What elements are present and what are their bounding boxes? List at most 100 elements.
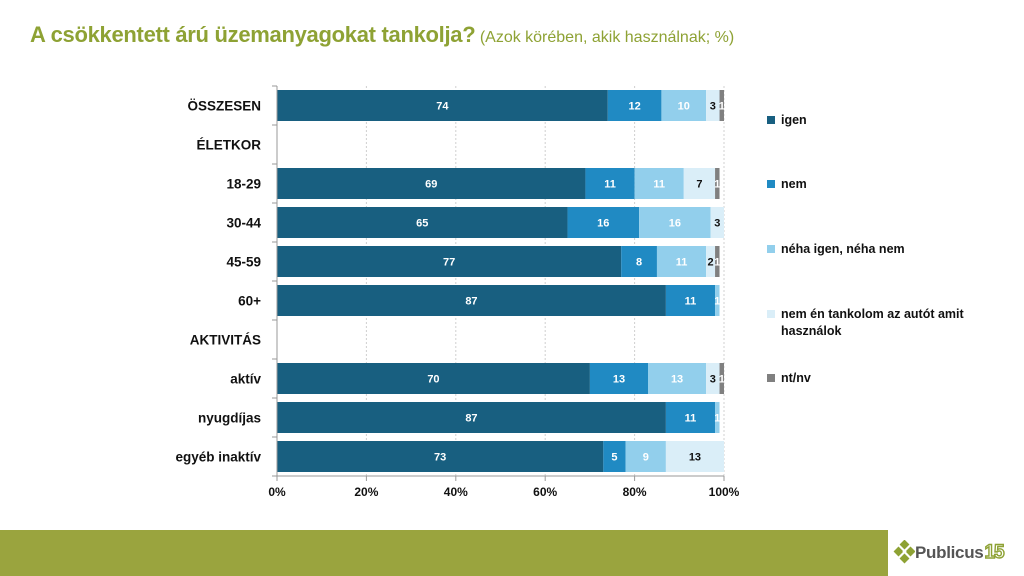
data-label: 11 (685, 296, 697, 308)
bar-segment (607, 90, 662, 121)
data-label: 16 (669, 218, 681, 230)
legend-label: néha igen, néha nem (781, 242, 905, 256)
legend-swatch-nem-en-tankolom (767, 310, 775, 318)
bar-segment (621, 246, 657, 277)
bar-segment (589, 363, 649, 394)
data-label: 11 (604, 179, 616, 191)
diamond-logo-icon (893, 540, 915, 564)
data-label: 7 (696, 179, 702, 191)
x-tick-label: 40% (444, 485, 468, 499)
bar-segment (656, 246, 707, 277)
category-label: 30-44 (226, 216, 261, 231)
category-label: 60+ (238, 294, 261, 309)
bar-segment (683, 168, 716, 199)
legend-label: nt/nv (781, 371, 811, 385)
bar-segment (603, 441, 626, 472)
data-label: 1 (714, 296, 720, 308)
footer-bar (0, 530, 888, 576)
bar-segment (648, 363, 707, 394)
x-tick-label: 80% (623, 485, 647, 499)
bar-segment (277, 90, 608, 121)
bar-segment (634, 168, 684, 199)
legend-swatch-igen (767, 116, 775, 124)
chart-title: A csökkentett árú üzemanyagokat tankolja… (30, 22, 734, 48)
data-label: 13 (613, 374, 625, 386)
legend-item-nem: nem (767, 176, 1007, 193)
category-labels: ÖSSZESEN ÉLETKOR 18-29 30-44 45-59 60+ AKTIVIT… (175, 99, 261, 465)
data-label: 10 (678, 101, 690, 113)
data-label: 1 (714, 413, 720, 425)
data-label: 87 (465, 413, 477, 425)
publicus-logo: Publicus 15 (893, 538, 1006, 568)
data-label: 74 (436, 101, 449, 113)
data-label: 5 (611, 452, 617, 464)
bar-segment (706, 90, 720, 121)
data-label: 70 (427, 374, 439, 386)
legend-item-neha: néha igen, néha nem (767, 241, 1007, 258)
x-tick-label: 60% (533, 485, 557, 499)
data-label: 87 (465, 296, 477, 308)
bar-segment (706, 363, 720, 394)
bar-segment (665, 441, 724, 472)
bar-segment (277, 246, 622, 277)
data-label: 8 (636, 257, 642, 269)
bar-segment (719, 363, 724, 394)
category-label: ÉLETKOR (196, 138, 261, 153)
category-label: 45-59 (226, 255, 261, 270)
bar-segment (661, 90, 707, 121)
data-label: 73 (434, 452, 446, 464)
legend-swatch-neha (767, 245, 775, 253)
x-tick-label: 100% (709, 485, 740, 499)
data-label: 1 (719, 101, 725, 113)
bar-segment (706, 246, 716, 277)
legend-swatch-nem (767, 180, 775, 188)
data-label: 3 (710, 101, 716, 113)
bar-segment (710, 207, 724, 238)
legend-label: nem (781, 177, 807, 191)
legend-item-nem-en-tankolom: nem én tankolom az autót amit használok (767, 306, 1007, 340)
bar-segment (719, 90, 724, 121)
data-label: 1 (714, 179, 720, 191)
bar-segment (277, 285, 666, 316)
chart-title-main: A csökkentett árú üzemanyagokat tankolja… (30, 22, 476, 47)
data-label: 3 (710, 374, 716, 386)
category-label: egyéb inaktív (175, 450, 261, 465)
bar-segment (665, 285, 716, 316)
data-label: 13 (689, 452, 701, 464)
bar-segment (277, 363, 590, 394)
axes (272, 85, 725, 481)
bar-segment (277, 402, 666, 433)
category-label: aktív (230, 372, 261, 387)
data-label: 77 (443, 257, 455, 269)
bar-segment (277, 168, 586, 199)
bar-segment (665, 402, 716, 433)
category-label: ÖSSZESEN (187, 99, 261, 114)
bar-segment (567, 207, 640, 238)
category-label: 18-29 (226, 177, 261, 192)
bar-segment (585, 168, 635, 199)
legend-label: nem én tankolom az autót amit használok (781, 307, 964, 338)
data-label: 2 (708, 257, 714, 269)
bar-segment (277, 441, 604, 472)
bar-segment (715, 402, 720, 433)
legend-item-nt-nv: nt/nv (767, 370, 1007, 387)
bar-segment (625, 441, 666, 472)
category-label: AKTIVITÁS (190, 333, 261, 348)
x-tick-label: 0% (268, 485, 286, 499)
data-label: 65 (416, 218, 428, 230)
chart-title-subtitle: (Azok körében, akik használnak; %) (479, 29, 735, 46)
bar-segment (715, 246, 720, 277)
legend-swatch-nt-nv (767, 374, 775, 382)
legend-item-igen: igen (767, 112, 1007, 129)
data-label: 69 (425, 179, 437, 191)
data-label: 12 (628, 101, 640, 113)
bar-segment (277, 207, 568, 238)
data-label: 9 (643, 452, 649, 464)
tick-labels: 0% 20% 40% 60% 80% 100% (268, 485, 739, 499)
data-label: 11 (685, 413, 697, 425)
category-label: nyugdíjas (198, 411, 261, 426)
x-tick-label: 20% (354, 485, 378, 499)
data-label: 3 (714, 218, 720, 230)
logo-number: 15 (984, 541, 1006, 563)
